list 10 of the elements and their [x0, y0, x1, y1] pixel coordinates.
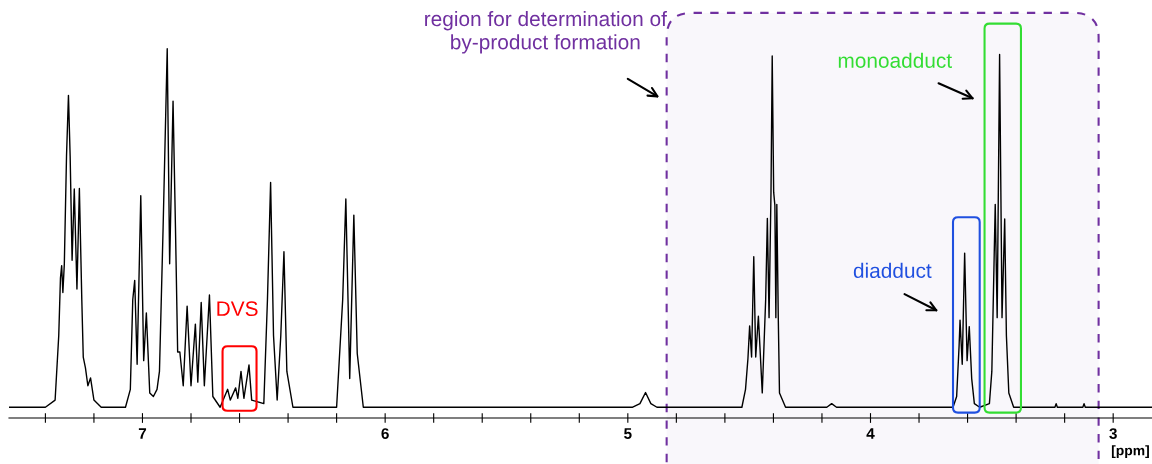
band-label: region for determination of by-product formation: [425, 10, 667, 54]
x-axis-title: [ppm]: [1111, 445, 1149, 459]
x-tick-label: 4: [866, 428, 875, 439]
x-tick-label: 7: [138, 428, 147, 439]
annotation: DVS: [217, 301, 258, 317]
x-tick-label: 3: [1109, 428, 1117, 439]
annotation: diadduct: [853, 262, 932, 279]
x-tick-label: 5: [624, 428, 632, 439]
x-tick-label: 6: [381, 428, 389, 439]
annotation: monoadduct: [838, 52, 952, 68]
